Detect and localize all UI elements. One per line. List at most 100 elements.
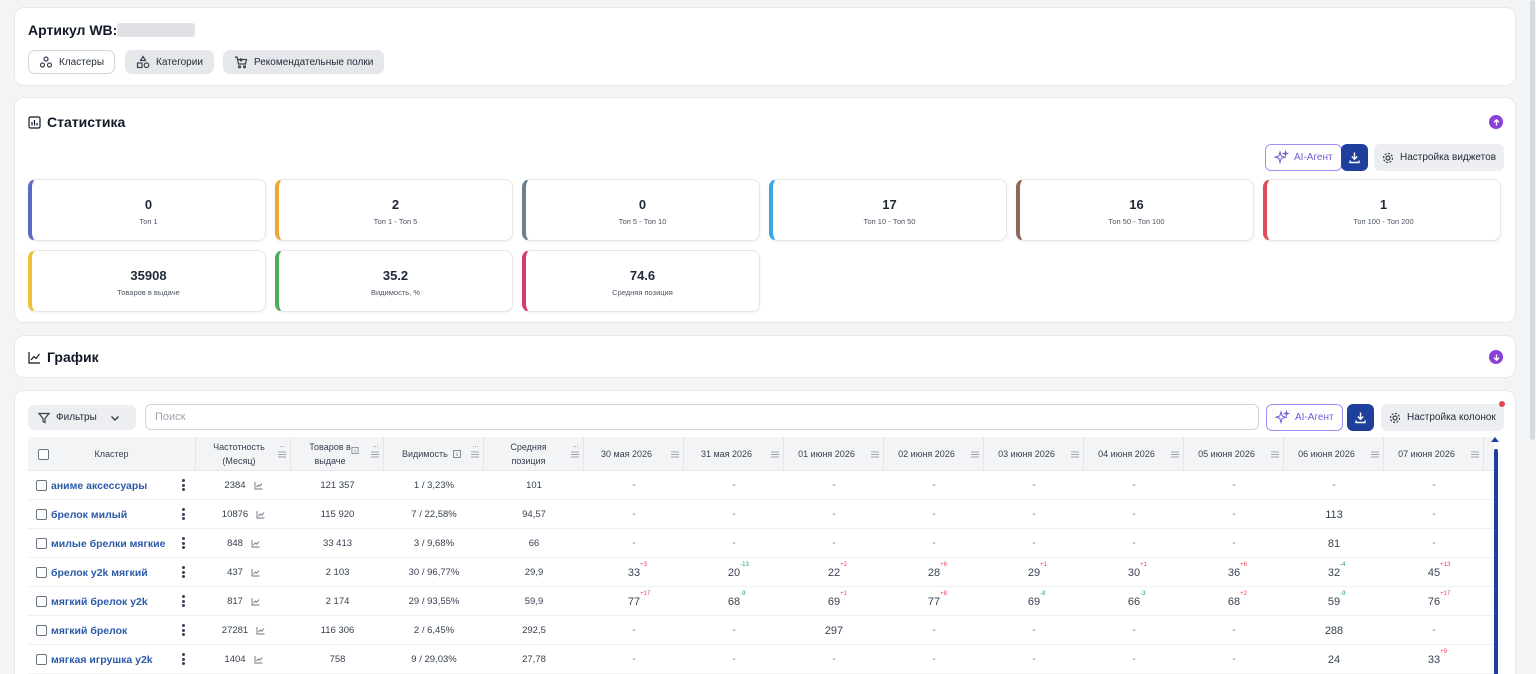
header-products[interactable]: Товаров в выдаче ··· (291, 437, 384, 471)
trend-chart-icon[interactable] (251, 597, 260, 606)
header-avg-position[interactable]: Средняя позиция ··· (484, 437, 584, 471)
header-visibility[interactable]: Видимость ··· (384, 437, 484, 471)
row-checkbox[interactable] (36, 596, 47, 607)
collapse-statistics-button[interactable] (1489, 115, 1503, 129)
column-filter-icon[interactable] (278, 451, 286, 458)
table-row[interactable]: мягкая игрушка y2k 1404 758 9 / 29,03% 27,78… (28, 645, 1494, 674)
trend-chart-icon[interactable] (256, 626, 265, 635)
column-menu-icon[interactable]: ··· (279, 441, 286, 451)
position-value: 32 -4 (1327, 561, 1346, 579)
column-menu-icon[interactable]: ··· (372, 441, 379, 451)
column-filter-icon[interactable] (1071, 451, 1079, 458)
table-ai-agent-button[interactable]: AI-Агент (1266, 404, 1343, 431)
row-checkbox[interactable] (36, 567, 47, 578)
expand-chart-button[interactable] (1489, 350, 1503, 364)
cluster-name-link[interactable]: брелок y2k мягкий (51, 566, 148, 579)
row-checkbox[interactable] (36, 538, 47, 549)
header-date[interactable]: 04 июня 2026 (1084, 437, 1184, 471)
row-menu-icon[interactable] (181, 478, 185, 492)
column-filter-icon[interactable] (1471, 451, 1479, 458)
column-filter-icon[interactable] (1271, 451, 1279, 458)
widget-settings-button[interactable]: Настройка виджетов (1374, 144, 1505, 171)
header-date[interactable]: 05 июня 2026 (1184, 437, 1284, 471)
cluster-name-link[interactable]: брелок милый (51, 508, 128, 521)
avg-position-cell: 29,9 (524, 567, 544, 578)
table-scrollbar-thumb[interactable] (1494, 449, 1498, 674)
column-filter-icon[interactable] (471, 451, 479, 458)
table-row[interactable]: мягкий брелок y2k 817 2 174 29 / 93,55% 59,9… (28, 587, 1494, 616)
position-cell: - (1032, 509, 1036, 520)
tab-clusters-label: Кластеры (59, 56, 104, 68)
column-menu-icon[interactable]: ··· (572, 441, 579, 451)
filters-button[interactable]: Фильтры (28, 405, 136, 430)
row-menu-icon[interactable] (181, 507, 185, 521)
header-date[interactable]: 07 июня 2026 (1384, 437, 1484, 471)
column-filter-icon[interactable] (771, 451, 779, 458)
position-cell: - (1232, 538, 1236, 549)
column-filter-icon[interactable] (571, 451, 579, 458)
cluster-name-link[interactable]: аниме аксессуары (51, 479, 148, 492)
column-filter-icon[interactable] (971, 451, 979, 458)
position-delta: +17 (1440, 590, 1451, 597)
header-date[interactable]: 01 июня 2026 (784, 437, 884, 471)
header-date[interactable]: 02 июня 2026 (884, 437, 984, 471)
trend-chart-icon[interactable] (251, 539, 260, 548)
header-date[interactable]: 31 мая 2026 (684, 437, 784, 471)
row-menu-icon[interactable] (181, 536, 185, 550)
trend-chart-icon[interactable] (251, 568, 260, 577)
select-all-checkbox[interactable] (38, 448, 49, 460)
row-checkbox[interactable] (36, 480, 47, 491)
table-row[interactable]: брелок милый 10876 115 920 7 / 22,58% 94,57 -… (28, 500, 1494, 529)
cluster-name-link[interactable]: мягкая игрушка y2k (51, 653, 153, 666)
position-delta: -4 (1340, 561, 1346, 568)
cluster-name-link[interactable]: мягкий брелок y2k (51, 595, 148, 608)
page-scrollbar[interactable] (1530, 0, 1535, 440)
row-menu-icon[interactable] (181, 623, 185, 637)
row-menu-icon[interactable] (181, 652, 185, 666)
chevron-down-icon (110, 415, 119, 421)
header-date[interactable]: 03 июня 2026 (984, 437, 1084, 471)
header-frequency[interactable]: Частотность (Месяц) ··· (196, 437, 291, 471)
column-settings-button[interactable]: Настройка колонок (1381, 404, 1504, 431)
stats-download-button[interactable] (1341, 144, 1368, 171)
column-filter-icon[interactable] (671, 451, 679, 458)
header-date[interactable]: 30 мая 2026 (584, 437, 684, 471)
column-filter-icon[interactable] (871, 451, 879, 458)
row-checkbox[interactable] (36, 654, 47, 665)
row-checkbox[interactable] (36, 509, 47, 520)
table-row[interactable]: аниме аксессуары 2384 121 357 1 / 3,23% 101 -… (28, 471, 1494, 500)
table-row[interactable]: брелок y2k мягкий 437 2 103 30 / 96,77% 29,9… (28, 558, 1494, 587)
trend-chart-icon[interactable] (254, 481, 263, 490)
position-cell: - (732, 625, 736, 636)
header-date[interactable]: 06 июня 2026 (1284, 437, 1384, 471)
stat-value: 35908 (130, 268, 167, 283)
info-icon (351, 447, 359, 454)
position-delta: +1 (1140, 561, 1147, 568)
column-menu-icon[interactable]: ··· (472, 441, 479, 451)
row-menu-icon[interactable] (181, 594, 185, 608)
table-download-button[interactable] (1347, 404, 1374, 431)
position-delta: -13 (740, 561, 749, 568)
trend-chart-icon[interactable] (254, 655, 263, 664)
stat-value: 16 (1129, 197, 1144, 212)
bar-chart-icon (28, 115, 41, 129)
trend-chart-icon[interactable] (256, 510, 265, 519)
row-menu-icon[interactable] (181, 565, 185, 579)
column-filter-icon[interactable] (1171, 451, 1179, 458)
tab-recommendation-shelves[interactable]: Рекомендательные полки (223, 50, 385, 74)
tab-categories[interactable]: Категории (125, 50, 214, 74)
cluster-name-link[interactable]: милые брелки мягкие (51, 537, 166, 550)
table-row[interactable]: мягкий брелок 27281 116 306 2 / 6,45% 292,5 -… (28, 616, 1494, 645)
table-scroll-up-arrow[interactable] (1491, 437, 1499, 442)
stats-ai-agent-button[interactable]: AI-Агент (1265, 144, 1342, 171)
row-checkbox[interactable] (36, 625, 47, 636)
products-cell: 115 920 (320, 509, 355, 520)
tab-clusters[interactable]: Кластеры (28, 50, 115, 74)
cluster-name-link[interactable]: мягкий брелок (51, 624, 128, 637)
column-filter-icon[interactable] (1371, 451, 1379, 458)
position-cell: - (1032, 625, 1036, 636)
header-cluster[interactable]: Кластер (28, 437, 196, 471)
table-row[interactable]: милые брелки мягкие 848 33 413 3 / 9,68% 66 -… (28, 529, 1494, 558)
search-input[interactable] (145, 404, 1259, 430)
column-filter-icon[interactable] (371, 451, 379, 458)
